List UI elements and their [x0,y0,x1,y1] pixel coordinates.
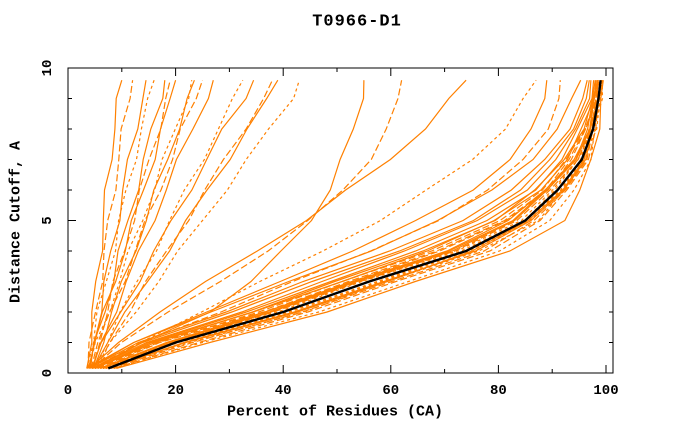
model-curve [108,80,603,369]
model-curve [89,79,467,369]
x-tick-label: 60 [382,383,399,399]
model-curve [116,80,604,369]
model-curve [87,80,177,369]
model-curve [94,80,365,369]
model-curve [86,79,582,369]
model-curve [94,80,597,369]
model-curve [86,80,123,369]
y-tick-label: 0 [40,369,56,377]
model-curve [91,79,255,369]
y-tick-label: 10 [40,60,56,77]
x-tick-label: 0 [64,383,72,399]
model-curve [91,80,592,369]
model-curve [97,80,599,369]
reference-curve [107,80,602,370]
model-curve [92,79,279,369]
model-curve [87,80,134,369]
model-curve [88,80,193,369]
model-curve [102,80,600,369]
x-tick-label: 80 [490,383,507,399]
model-curve [91,80,171,369]
model-curve [100,80,599,369]
model-curve [89,80,548,369]
model-curve [113,80,603,369]
model-curve [94,79,537,369]
model-curve [91,80,561,369]
model-curve [89,80,588,369]
model-curve [91,80,590,369]
y-tick-label: 5 [40,216,56,224]
model-curve [105,80,602,369]
x-axis-label: Percent of Residues (CA) [226,403,444,421]
model-curve [95,79,273,369]
x-tick-label: 20 [167,383,184,399]
chart-title: T0966-D1 [312,12,402,32]
x-tick-label: 100 [593,383,618,399]
model-curve [86,79,155,369]
model-curve [94,80,595,369]
model-curve [93,79,195,369]
model-curve [91,80,403,369]
model-curve [100,80,599,369]
model-curve [97,80,300,369]
x-tick-label: 40 [275,383,292,399]
model-curve [92,80,214,369]
model-curve [94,79,244,369]
model-curve [90,80,166,369]
